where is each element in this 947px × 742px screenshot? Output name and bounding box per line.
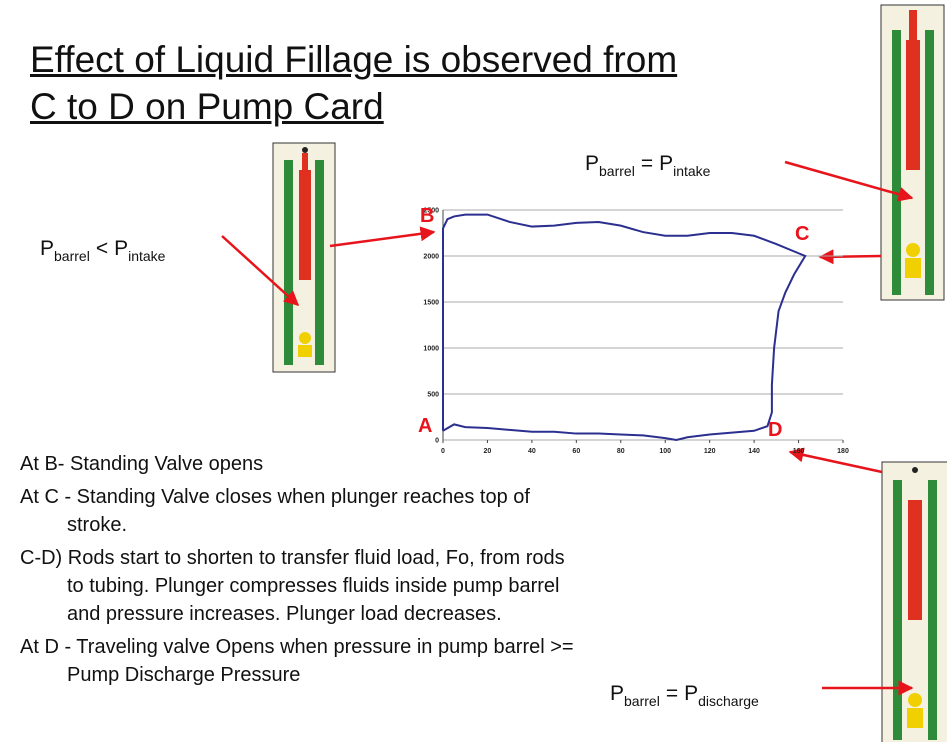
x-tick-label: 180 — [837, 448, 849, 455]
subscript: intake — [128, 248, 166, 264]
bullet: At D - Traveling valve Opens when pressu… — [20, 636, 574, 686]
y-tick-label: 2500 — [423, 208, 439, 215]
x-tick-label: 100 — [659, 448, 671, 455]
label-text: P — [114, 237, 128, 260]
pressure-label: Pbarrel = Pintake — [585, 152, 711, 179]
label-text: P — [684, 682, 698, 705]
point-label: B — [420, 205, 434, 227]
x-tick-label: 20 — [484, 448, 492, 455]
label-text: P — [610, 682, 624, 705]
point-label: C — [795, 223, 809, 245]
x-tick-label: 140 — [748, 448, 760, 455]
pump-bottom-right — [881, 461, 947, 742]
pressure-label: Pbarrel = Pdischarge — [610, 682, 759, 709]
bullet: At C - Standing Valve closes when plunge… — [20, 486, 530, 536]
y-tick-label: 1000 — [423, 346, 439, 353]
bullet: C-D) Rods start to shorten to transfer f… — [20, 547, 565, 625]
x-tick-label: 80 — [617, 448, 625, 455]
y-tick-label: 2000 — [423, 254, 439, 261]
pump-card-line — [442, 213, 807, 442]
subscript: discharge — [698, 693, 759, 709]
x-tick-label: 160 — [793, 448, 805, 455]
label-text: = — [641, 152, 653, 175]
label-text: P — [40, 237, 54, 260]
subscript: barrel — [54, 248, 90, 264]
point-label: A — [418, 415, 432, 437]
title: Effect of Liquid Fillage is observed fro… — [30, 39, 678, 127]
x-tick-label: 40 — [528, 448, 536, 455]
x-tick-label: 0 — [441, 448, 445, 455]
pressure-label: Pbarrel < Pintake — [40, 237, 166, 264]
x-tick-label: 120 — [704, 448, 716, 455]
label-text: P — [585, 152, 599, 175]
subscript: barrel — [599, 163, 635, 179]
pump-top-right — [880, 4, 945, 301]
y-tick-label: 0 — [435, 438, 439, 445]
y-tick-label: 1500 — [423, 300, 439, 307]
bullet-list: At B- Standing Valve opens At C - Standin… — [20, 450, 585, 694]
pump-left — [272, 142, 336, 373]
label-text: = — [666, 682, 678, 705]
subscript: barrel — [624, 693, 660, 709]
subscript: intake — [673, 163, 711, 179]
label-text: P — [659, 152, 673, 175]
y-tick-label: 500 — [427, 392, 439, 399]
arrows — [221, 160, 914, 696]
label-text: < — [96, 237, 108, 260]
bullet: At B- Standing Valve opens — [20, 453, 264, 475]
point-label: D — [768, 419, 782, 441]
x-tick-label: 60 — [572, 448, 580, 455]
